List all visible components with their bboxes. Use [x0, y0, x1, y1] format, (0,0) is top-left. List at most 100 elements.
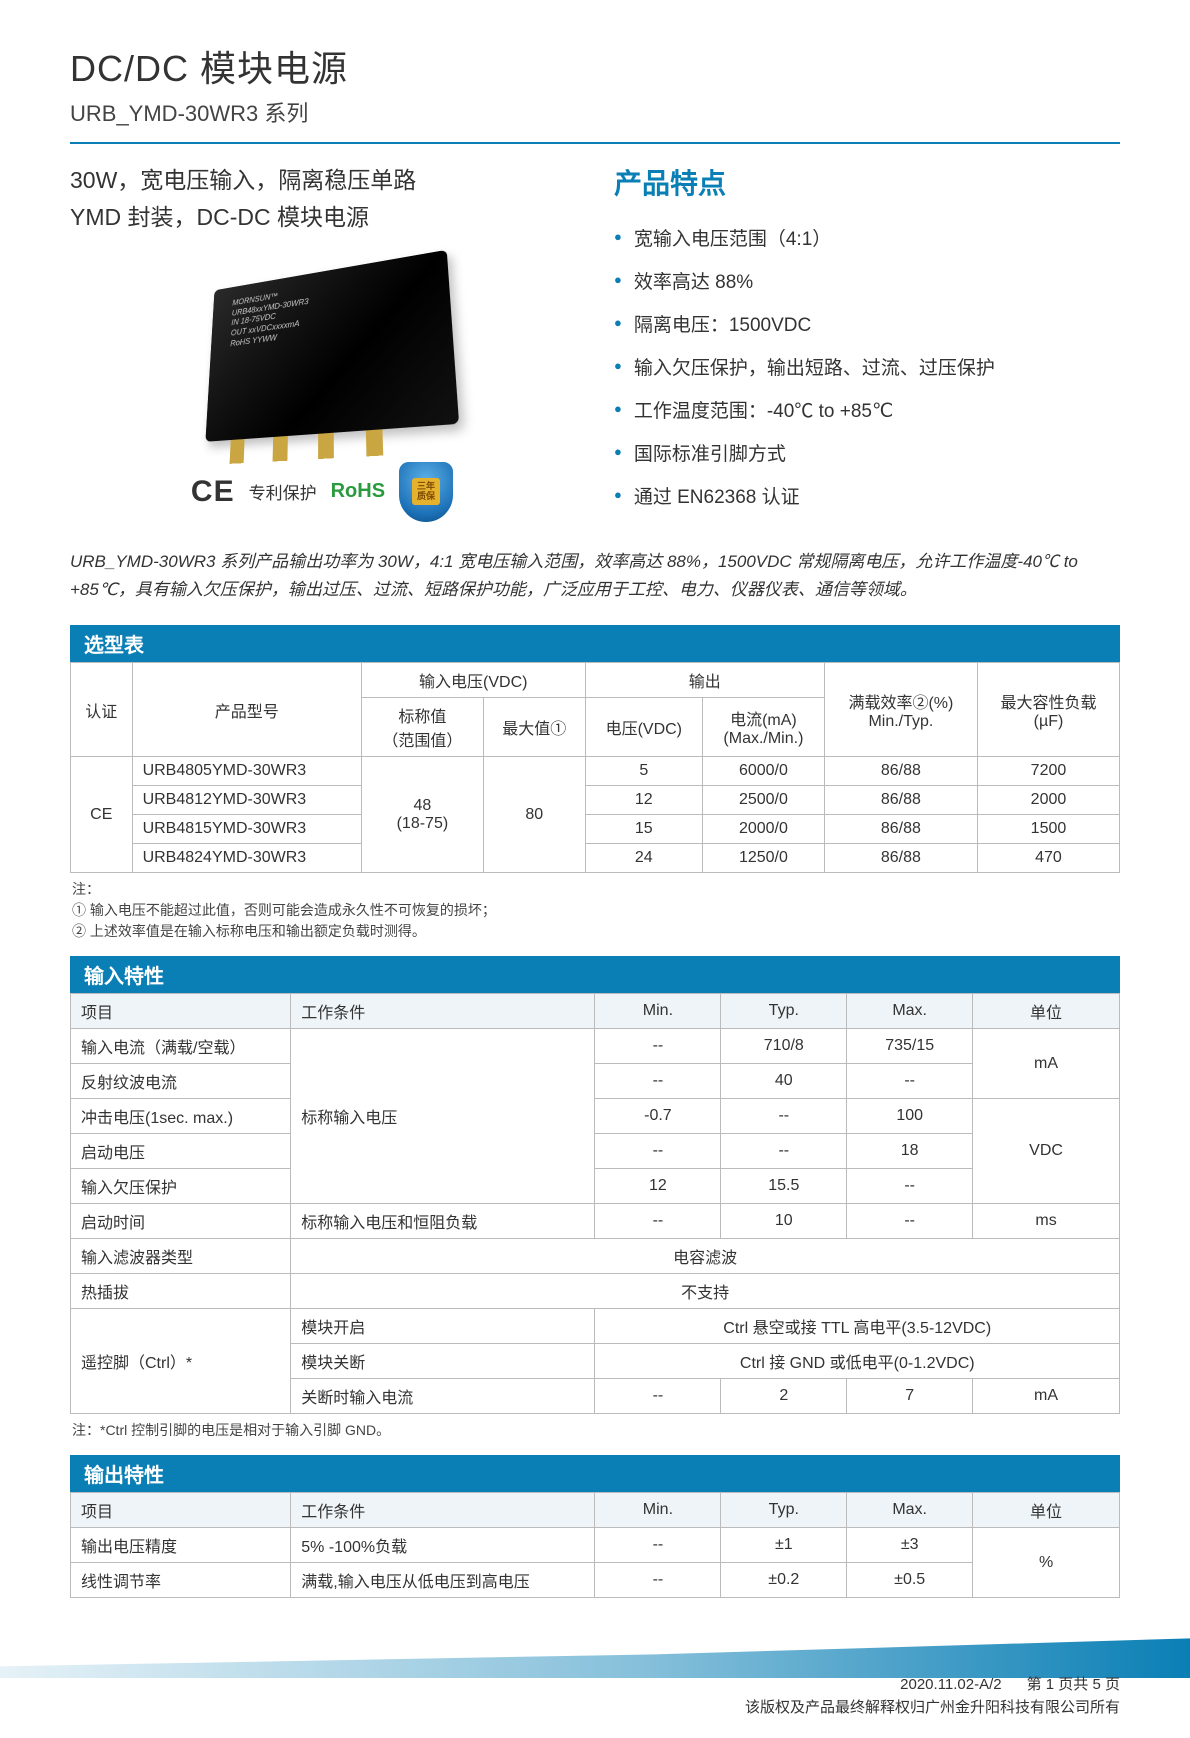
th-output: 输出 [585, 663, 824, 698]
cell: 86/88 [824, 786, 977, 815]
cell: 2000 [977, 786, 1119, 815]
in-row-item: 输入欠压保护 [71, 1169, 291, 1204]
th-vout: 电压(VDC) [585, 698, 702, 757]
cell: 100 [847, 1099, 973, 1134]
cell: 1250/0 [702, 844, 824, 873]
intro-column: 30W，宽电压输入，隔离稳压单路 YMD 封装，DC-DC 模块电源 MORNS… [70, 162, 574, 522]
th-out-item: 项目 [71, 1493, 291, 1528]
page-subtitle: URB_YMD-30WR3 系列 [70, 96, 1120, 128]
footer-text: 2020.11.02-A/2 第 1 页共 5 页 该版权及产品最终解释权归广州… [745, 1674, 1120, 1719]
header-divider [70, 142, 1120, 144]
cell: 15 [585, 815, 702, 844]
in-cond-nominal: 标称输入电压 [291, 1029, 595, 1204]
page-footer: 2020.11.02-A/2 第 1 页共 5 页 该版权及产品最终解释权归广州… [70, 1638, 1120, 1718]
cell: -- [847, 1169, 973, 1204]
cell: 18 [847, 1134, 973, 1169]
input-section-title: 输入特性 [70, 956, 1120, 993]
cell-unit: mA [973, 1029, 1120, 1099]
cell: ±3 [847, 1528, 973, 1563]
cell-unit: ms [973, 1204, 1120, 1239]
warranty-shield-icon: 三年 质保 [399, 462, 453, 522]
cell: -- [595, 1528, 721, 1563]
in-ctrl-label: 遥控脚（Ctrl）* [71, 1309, 291, 1414]
cell: 735/15 [847, 1029, 973, 1064]
footer-copyright: 该版权及产品最终解释权归广州金升阳科技有限公司所有 [745, 1697, 1120, 1720]
table-row: URB4824YMD-30WR3241250/086/88470 [71, 844, 1120, 873]
cell: -- [847, 1204, 973, 1239]
cell: -- [595, 1563, 721, 1598]
th-cert: 认证 [71, 663, 133, 757]
cell: 1500 [977, 815, 1119, 844]
th-in-unit: 单位 [973, 994, 1120, 1029]
output-section-title: 输出特性 [70, 1455, 1120, 1492]
intro-line1: 30W，宽电压输入，隔离稳压单路 [70, 162, 574, 199]
cell: 86/88 [824, 815, 977, 844]
patent-label: 专利保护 [249, 479, 317, 504]
cell: -- [721, 1099, 847, 1134]
cell: 40 [721, 1064, 847, 1099]
cell: -0.7 [595, 1099, 721, 1134]
cell: -- [595, 1379, 721, 1414]
cell: ±0.2 [721, 1563, 847, 1598]
cell: 2 [721, 1379, 847, 1414]
cell: -- [595, 1029, 721, 1064]
cell: 86/88 [824, 844, 977, 873]
feature-item: 隔离电压：1500VDC [614, 302, 1120, 345]
input-note: 注：*Ctrl 控制引脚的电压是相对于输入引脚 GND。 [72, 1420, 1120, 1441]
feature-item: 通过 EN62368 认证 [614, 474, 1120, 517]
cell: 12 [595, 1169, 721, 1204]
out-row-item: 线性调节率 [71, 1563, 291, 1598]
in-row-item: 输入电流（满载/空载） [71, 1029, 291, 1064]
ce-mark-icon: CE [191, 475, 235, 509]
cell: 470 [977, 844, 1119, 873]
cell-unit: % [973, 1528, 1120, 1598]
in-ctrl-on-val: Ctrl 悬空或接 TTL 高电平(3.5-12VDC) [595, 1309, 1120, 1344]
th-in-typ: Typ. [721, 994, 847, 1029]
th-model: 产品型号 [132, 663, 361, 757]
th-in-min: Min. [595, 994, 721, 1029]
table-row: URB4812YMD-30WR3 122500/086/882000 [71, 786, 1120, 815]
cell: 2500/0 [702, 786, 824, 815]
in-ctrl-off-val: Ctrl 接 GND 或低电平(0-1.2VDC) [595, 1344, 1120, 1379]
table-row: URB4815YMD-30WR3152000/086/881500 [71, 815, 1120, 844]
th-in-item: 项目 [71, 994, 291, 1029]
intro-line2: YMD 封装，DC-DC 模块电源 [70, 199, 574, 236]
warranty-badge: 三年 质保 [412, 478, 440, 506]
in-ctrl-on-cond: 模块开启 [291, 1309, 595, 1344]
cell-vin-nom: 48 (18-75) [361, 757, 483, 873]
features-column: 产品特点 宽输入电压范围（4:1）效率高达 88%隔离电压：1500VDC输入欠… [614, 162, 1120, 522]
in-filter-val: 电容滤波 [291, 1239, 1120, 1274]
th-out-unit: 单位 [973, 1493, 1120, 1528]
out-row-cond: 满载,输入电压从低电压到高电压 [291, 1563, 595, 1598]
th-iout: 电流(mA) (Max./Min.) [702, 698, 824, 757]
th-cap: 最大容性负载 (µF) [977, 663, 1119, 757]
feature-item: 效率高达 88% [614, 259, 1120, 302]
th-in-max: Max. [847, 994, 973, 1029]
in-ctrl-off-cond: 模块关断 [291, 1344, 595, 1379]
feature-item: 宽输入电压范围（4:1） [614, 216, 1120, 259]
cell: ±1 [721, 1528, 847, 1563]
cert-row: CE 专利保护 RoHS 三年 质保 [70, 462, 574, 522]
footer-date-page: 2020.11.02-A/2 第 1 页共 5 页 [745, 1674, 1120, 1697]
out-row-cond: 5% -100%负载 [291, 1528, 595, 1563]
features-title: 产品特点 [614, 162, 1120, 202]
th-eff: 满载效率②(%) Min./Typ. [824, 663, 977, 757]
cell-unit: mA [973, 1379, 1120, 1414]
cell: ±0.5 [847, 1563, 973, 1598]
in-row-item: 反射纹波电流 [71, 1064, 291, 1099]
page-title: DC/DC 模块电源 [70, 40, 1120, 92]
th-vin-max: 最大值① [483, 698, 585, 757]
cell-unit: VDC [973, 1099, 1120, 1204]
th-vin: 输入电压(VDC) [361, 663, 585, 698]
feature-item: 输入欠压保护，输出短路、过流、过压保护 [614, 345, 1120, 388]
cell-vin-max: 80 [483, 757, 585, 873]
cell-model: URB4805YMD-30WR3 [132, 757, 361, 786]
cell: 2000/0 [702, 815, 824, 844]
th-in-cond: 工作条件 [291, 994, 595, 1029]
cell: 10 [721, 1204, 847, 1239]
cell: 24 [585, 844, 702, 873]
output-table: 项目 工作条件 Min. Typ. Max. 单位 输出电压精度 5% -100… [70, 1492, 1120, 1598]
cell-model: URB4812YMD-30WR3 [132, 786, 361, 815]
cell: -- [847, 1064, 973, 1099]
cell: 12 [585, 786, 702, 815]
